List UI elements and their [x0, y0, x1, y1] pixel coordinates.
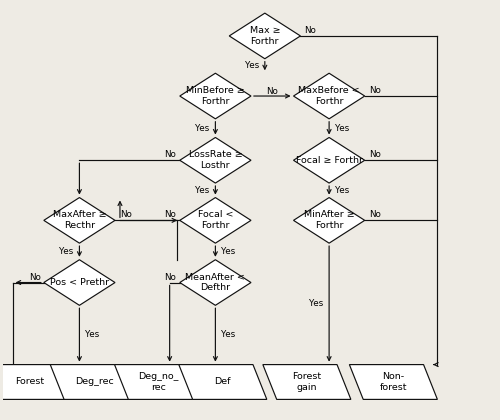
- Polygon shape: [294, 197, 364, 243]
- Text: Yes: Yes: [195, 186, 210, 195]
- Text: Yes: Yes: [86, 331, 100, 339]
- Text: Deg_rec: Deg_rec: [75, 378, 114, 386]
- Text: No: No: [368, 86, 380, 95]
- Text: Yes: Yes: [222, 331, 235, 339]
- Text: Yes: Yes: [59, 247, 74, 256]
- Polygon shape: [294, 137, 364, 183]
- Text: No: No: [164, 210, 176, 220]
- Text: No: No: [30, 273, 42, 282]
- Text: MinBefore ≥
Forthr: MinBefore ≥ Forthr: [186, 86, 245, 106]
- Polygon shape: [179, 365, 267, 399]
- Text: No: No: [120, 210, 132, 220]
- Text: Max ≥
Forthr: Max ≥ Forthr: [250, 26, 280, 46]
- Text: No: No: [368, 150, 380, 159]
- Text: Yes: Yes: [244, 61, 259, 71]
- Text: Yes: Yes: [335, 123, 349, 133]
- Text: No: No: [368, 210, 380, 220]
- Polygon shape: [263, 365, 351, 399]
- Text: Forest: Forest: [16, 378, 44, 386]
- Polygon shape: [44, 260, 115, 305]
- Polygon shape: [180, 260, 251, 305]
- Polygon shape: [114, 365, 202, 399]
- Text: MaxBefore <
Forthr: MaxBefore < Forthr: [298, 86, 360, 106]
- Text: Non-
forest: Non- forest: [380, 372, 407, 392]
- Polygon shape: [294, 73, 364, 119]
- Text: MinAfter ≥
Forthr: MinAfter ≥ Forthr: [304, 210, 354, 230]
- Text: Deg_no_
rec: Deg_no_ rec: [138, 372, 178, 392]
- Text: Yes: Yes: [335, 186, 349, 195]
- Text: MaxAfter ≥
Recthr: MaxAfter ≥ Recthr: [52, 210, 106, 230]
- Polygon shape: [180, 137, 251, 183]
- Text: LossRate ≥
Losthr: LossRate ≥ Losthr: [188, 150, 242, 170]
- Polygon shape: [0, 365, 74, 399]
- Text: Forest
gain: Forest gain: [292, 372, 322, 392]
- Polygon shape: [180, 73, 251, 119]
- Text: No: No: [304, 26, 316, 35]
- Polygon shape: [50, 365, 138, 399]
- Text: Yes: Yes: [309, 299, 323, 308]
- Text: MeanAfter <
Defthr: MeanAfter < Defthr: [186, 273, 246, 292]
- Text: No: No: [164, 273, 176, 282]
- Text: No: No: [266, 87, 278, 96]
- Polygon shape: [180, 197, 251, 243]
- Polygon shape: [350, 365, 438, 399]
- Polygon shape: [229, 13, 300, 59]
- Text: Pos < Prethr: Pos < Prethr: [50, 278, 109, 287]
- Text: Yes: Yes: [222, 247, 235, 256]
- Text: Focal ≥ Forthr: Focal ≥ Forthr: [296, 156, 362, 165]
- Text: Focal <
Forthr: Focal < Forthr: [198, 210, 233, 230]
- Text: Def: Def: [214, 378, 231, 386]
- Polygon shape: [44, 197, 115, 243]
- Text: Yes: Yes: [195, 123, 210, 133]
- Text: No: No: [164, 150, 176, 159]
